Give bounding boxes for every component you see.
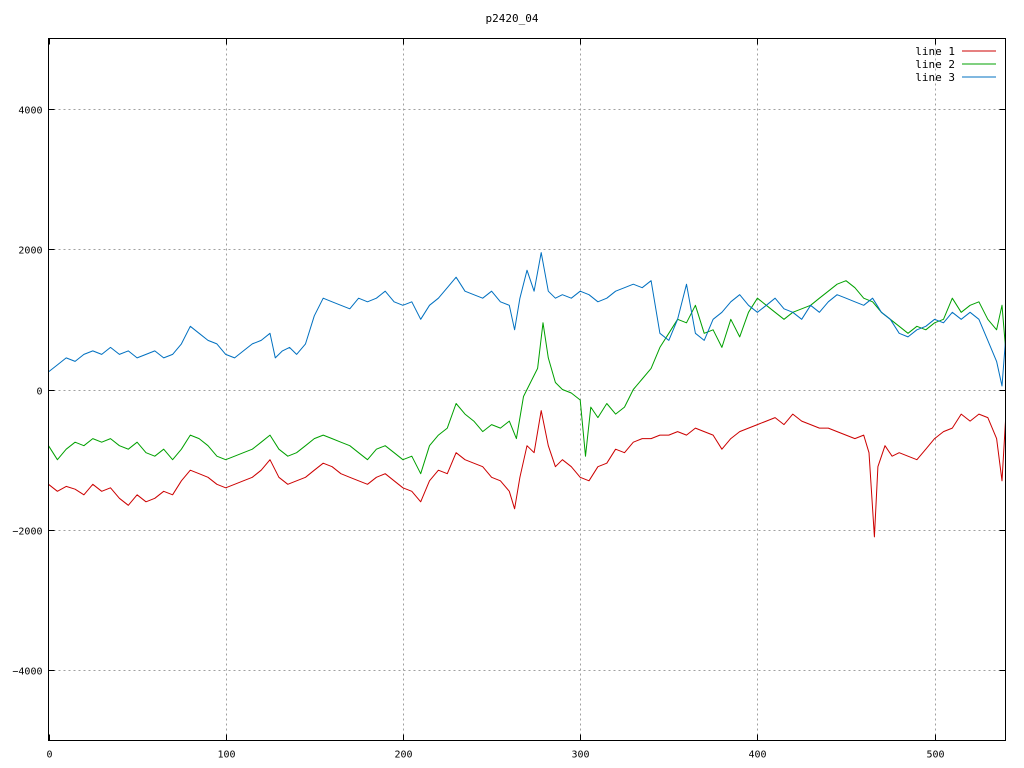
legend-label-3: line 3	[915, 71, 955, 84]
y-tick-label: −2000	[12, 527, 42, 538]
x-tick-label: 500	[926, 750, 944, 761]
series-layer	[48, 252, 1006, 538]
chart-title: p2420_04	[486, 12, 539, 25]
legend-label-2: line 2	[915, 58, 955, 71]
y-tick-label: 4000	[18, 106, 42, 117]
legend-label-1: line 1	[915, 45, 955, 58]
series-line-3	[48, 252, 1006, 387]
x-tick-label: 400	[748, 750, 766, 761]
grid	[48, 38, 1006, 741]
series-line-1	[48, 410, 1006, 538]
x-tick-label: 300	[571, 750, 589, 761]
ticks: 0 100 200 300 400 500 −4000 −2000 0 2000 4000	[12, 38, 1006, 761]
series-line-2	[48, 280, 1006, 475]
y-tick-label: 0	[36, 387, 42, 398]
y-tick-label: −4000	[12, 667, 42, 678]
x-tick-label: 200	[394, 750, 412, 761]
y-tick-label: 2000	[18, 246, 42, 257]
plot-frame	[48, 38, 1006, 741]
x-tick-label: 100	[217, 750, 235, 761]
x-tick-label: 0	[46, 750, 52, 761]
